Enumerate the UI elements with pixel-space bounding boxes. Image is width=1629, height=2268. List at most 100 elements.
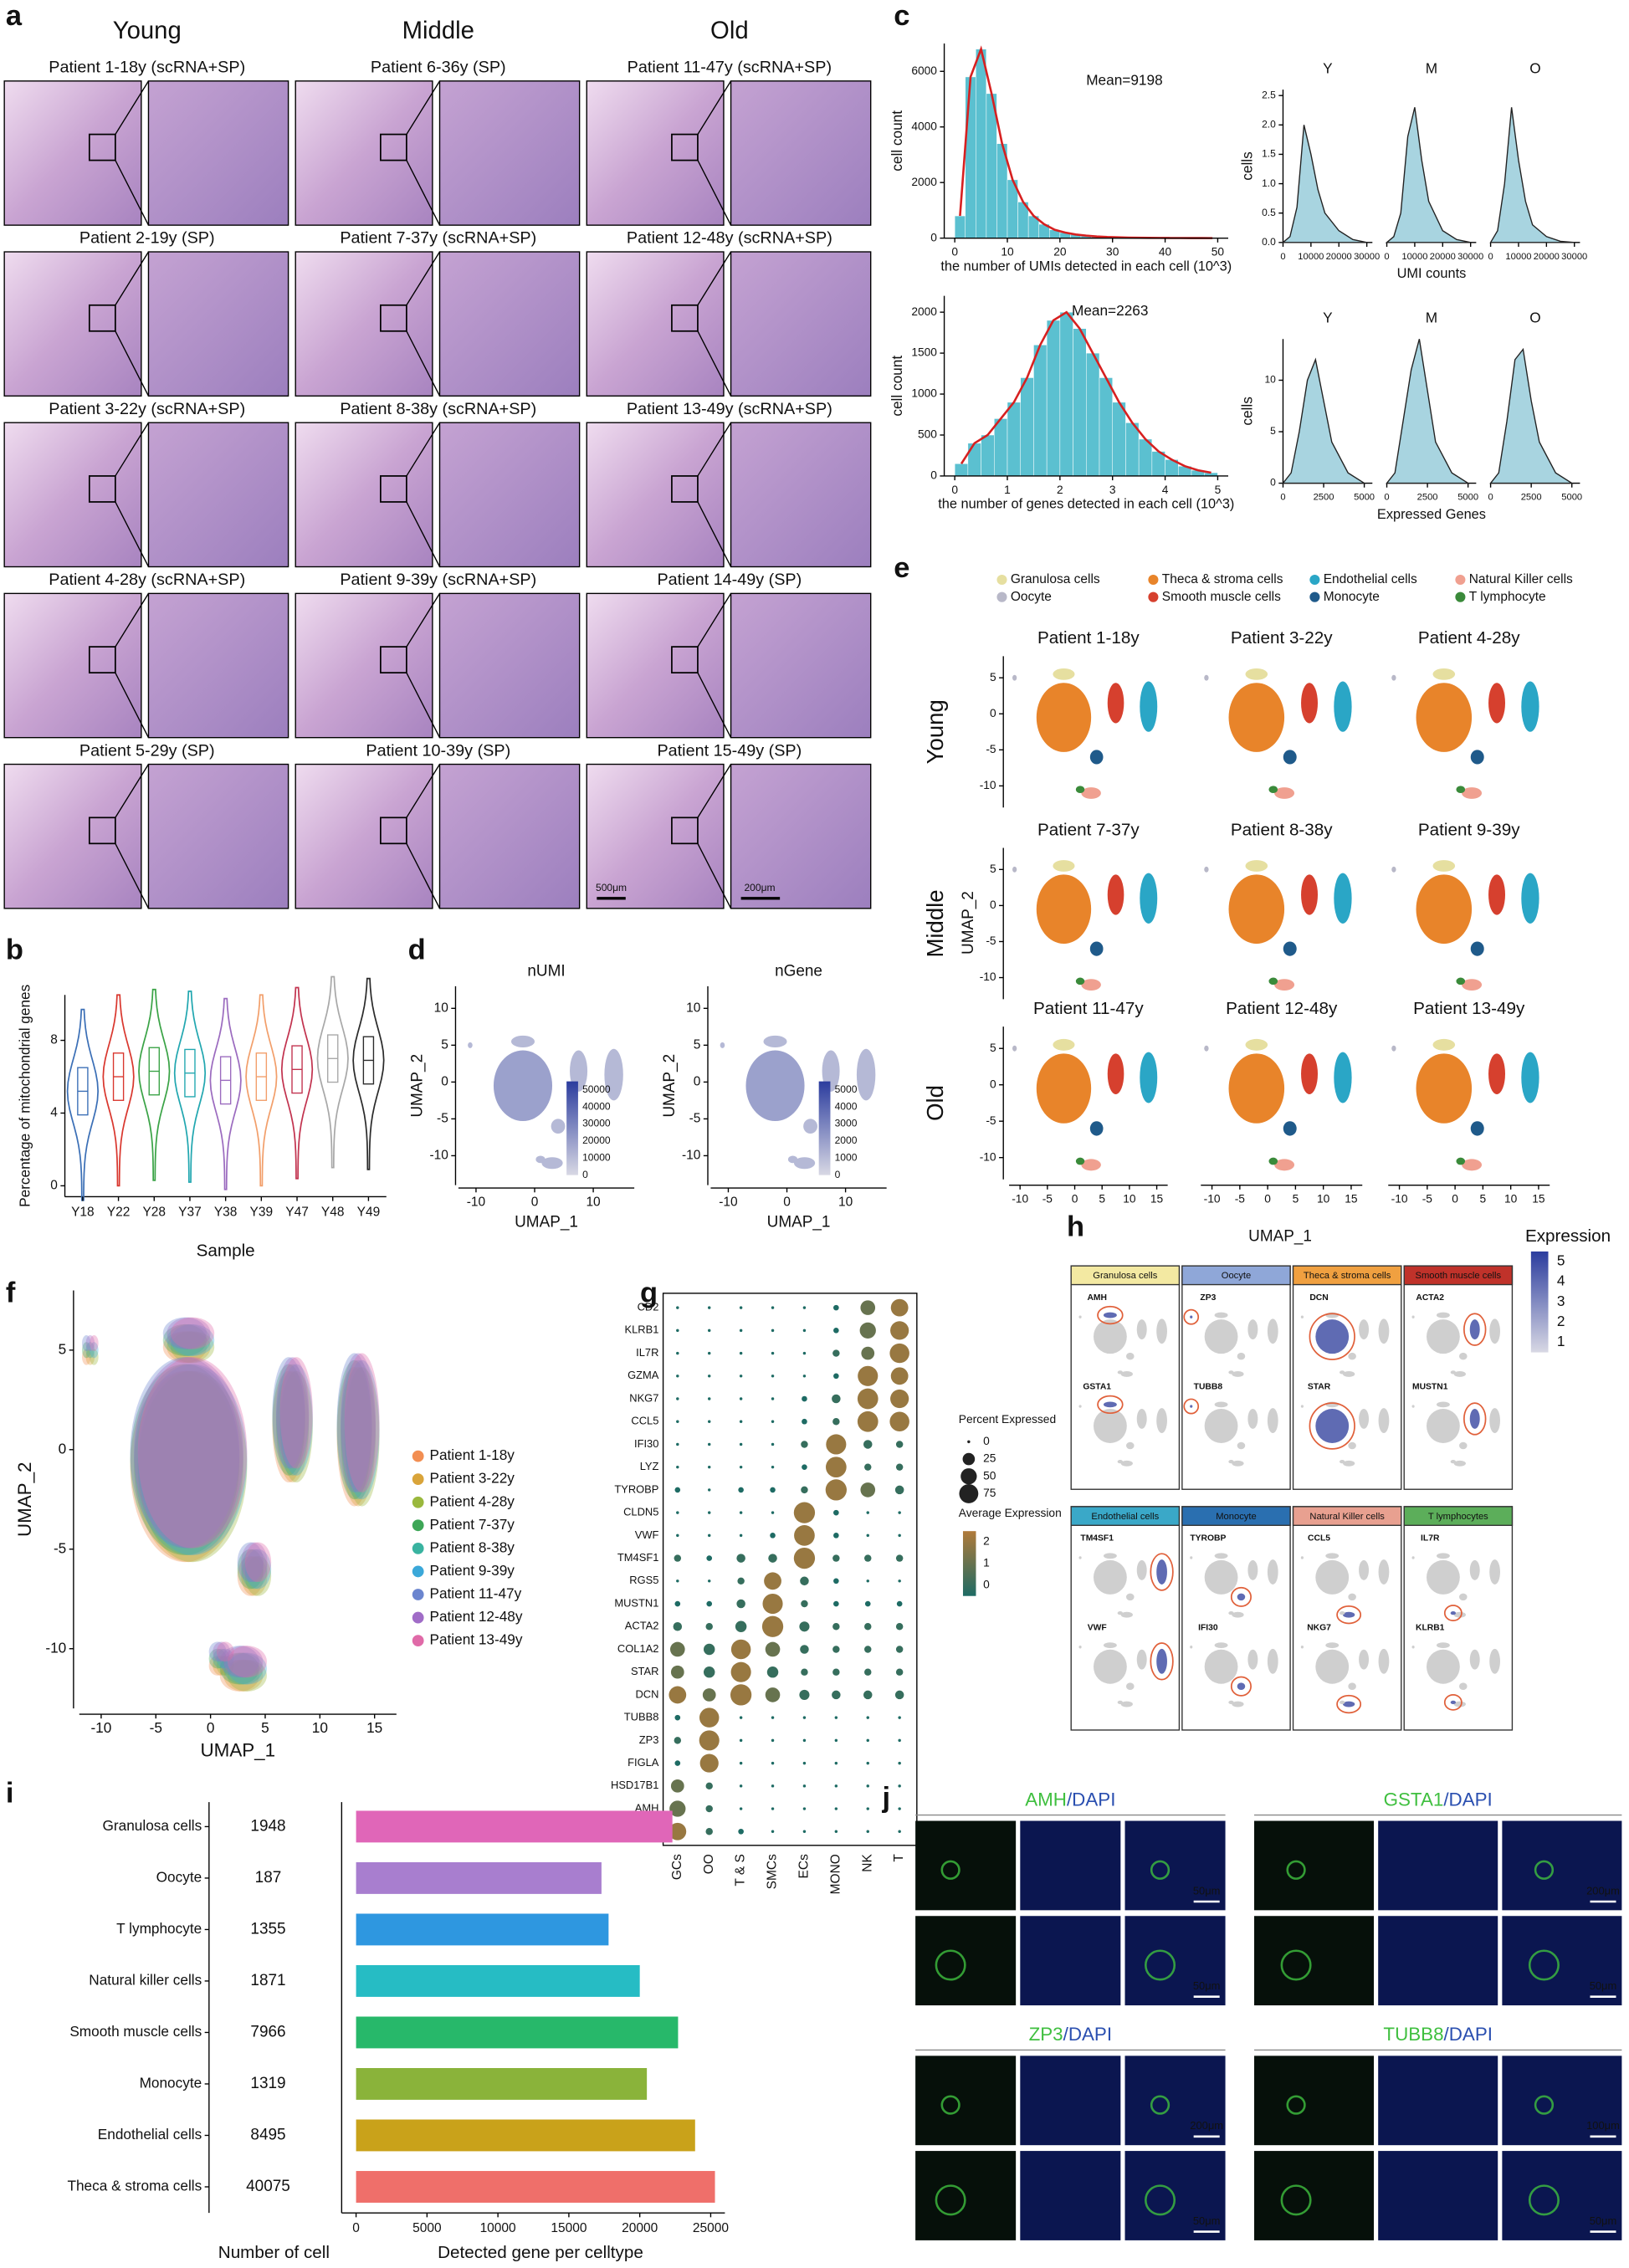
facet-title: Patient 13-49y bbox=[1413, 999, 1525, 1018]
cell-cluster bbox=[1348, 1593, 1356, 1601]
cell-cluster bbox=[1462, 1159, 1483, 1171]
cell-cluster bbox=[1036, 874, 1092, 945]
cell-cluster bbox=[219, 1652, 259, 1685]
facet-label: Y bbox=[1323, 310, 1333, 326]
cell-cluster bbox=[1283, 750, 1297, 765]
dot bbox=[738, 1487, 744, 1493]
scale-label: 100μm bbox=[1586, 2119, 1620, 2132]
micrograph bbox=[1254, 2151, 1375, 2240]
highlight-ring bbox=[1309, 1402, 1355, 1450]
x-tick-label: 10 bbox=[312, 1719, 328, 1736]
zoom-box bbox=[671, 646, 699, 673]
dot bbox=[707, 1375, 711, 1378]
hist-bar bbox=[1112, 402, 1126, 477]
gene-label: TUBB8 bbox=[624, 1711, 659, 1723]
cell-cluster bbox=[166, 1317, 211, 1349]
colorbar-tick-label: 4000 bbox=[835, 1100, 858, 1112]
cell-box bbox=[1292, 1265, 1402, 1490]
counterstain-name: /DAPI bbox=[1443, 1789, 1492, 1810]
cell-cluster bbox=[1459, 1441, 1468, 1450]
cell-cluster bbox=[90, 1342, 99, 1359]
dot bbox=[762, 1593, 783, 1615]
zoom-line bbox=[115, 251, 150, 306]
cell-cluster bbox=[1521, 681, 1539, 732]
x-tick-label: OO bbox=[702, 1854, 716, 1874]
cell-cluster bbox=[1232, 1701, 1244, 1707]
legend-title: Expression bbox=[1525, 1226, 1611, 1246]
cell-cluster bbox=[1359, 1319, 1370, 1340]
highlight-ring bbox=[1150, 1553, 1174, 1591]
cell-cluster bbox=[1190, 1405, 1193, 1408]
zoom-box bbox=[380, 304, 407, 332]
dot bbox=[799, 1621, 810, 1632]
facet-title: Patient 3-22y bbox=[1231, 628, 1333, 648]
cell-cluster bbox=[1283, 1121, 1297, 1136]
violin bbox=[316, 975, 349, 1169]
cell-cluster bbox=[130, 1364, 240, 1555]
dot bbox=[864, 1668, 872, 1676]
x-tick-label: 15000 bbox=[551, 2221, 587, 2235]
dot bbox=[703, 1643, 715, 1656]
dot bbox=[890, 1321, 909, 1340]
x-tick-label: Y49 bbox=[357, 1205, 381, 1219]
marker-name: ZP3 bbox=[1029, 2024, 1063, 2045]
dot bbox=[707, 1579, 711, 1583]
patient-title: Patient 13-49y (scRNA+SP) bbox=[627, 400, 832, 418]
y-tick-label: -5 bbox=[986, 934, 996, 947]
hist-bar bbox=[965, 76, 976, 238]
gene-label: KLRB1 bbox=[625, 1323, 659, 1336]
highlight-ring bbox=[1463, 1402, 1487, 1436]
hist-bar bbox=[1007, 402, 1021, 477]
y-tick-label: 0 bbox=[694, 1074, 701, 1088]
dot bbox=[707, 1329, 711, 1333]
colorbar bbox=[818, 1081, 831, 1175]
cell-cluster bbox=[1228, 1700, 1234, 1705]
legend-swatch bbox=[412, 1565, 424, 1578]
dot bbox=[676, 1375, 679, 1378]
gene-label: CD2 bbox=[638, 1301, 659, 1313]
y-tick-label: 10 bbox=[686, 1001, 701, 1015]
cell-cluster bbox=[1456, 977, 1466, 986]
histology-zoom bbox=[730, 592, 872, 739]
dot bbox=[699, 1753, 719, 1773]
colorbar-tick-label: 1000 bbox=[835, 1151, 858, 1163]
dot bbox=[707, 1511, 711, 1514]
x-tick-label: -5 bbox=[1422, 1193, 1433, 1206]
cell-box bbox=[1292, 1506, 1402, 1731]
micrograph bbox=[1254, 1916, 1375, 2006]
gene-label: MUSTN1 bbox=[1412, 1383, 1448, 1392]
x-tick-label: 30000 bbox=[1457, 252, 1483, 262]
cell-cluster bbox=[85, 1342, 95, 1359]
x-tick-label: Y47 bbox=[285, 1205, 309, 1219]
micrograph bbox=[1124, 2151, 1226, 2240]
x-tick-label: 5 bbox=[1293, 1193, 1299, 1206]
panel-letter: j bbox=[881, 1782, 890, 1814]
dot bbox=[898, 1716, 901, 1719]
x-axis-label: Detected gene per celltype bbox=[438, 2243, 643, 2262]
y-tick-label: 2000 bbox=[911, 305, 937, 318]
cell-cluster bbox=[1267, 1408, 1278, 1434]
facet-label: M bbox=[1426, 60, 1437, 77]
cell-cluster bbox=[1136, 1409, 1147, 1429]
dot bbox=[834, 1716, 838, 1719]
hist-bar bbox=[1125, 422, 1140, 477]
cell-cluster bbox=[1078, 1556, 1082, 1559]
legend-swatch bbox=[996, 591, 1007, 602]
dot bbox=[864, 1646, 872, 1653]
cell-cluster bbox=[793, 1157, 816, 1170]
dot bbox=[832, 1623, 840, 1631]
legend-swatch bbox=[1455, 574, 1466, 586]
zoom-line bbox=[406, 160, 441, 226]
gene-label: IFI30 bbox=[1198, 1623, 1218, 1632]
legend-label: T lymphocyte bbox=[1469, 590, 1546, 604]
cell-title: Endothelial cells bbox=[1091, 1512, 1159, 1522]
cell-cluster bbox=[1359, 1649, 1370, 1670]
x-tick-label: -10 bbox=[1012, 1193, 1028, 1206]
dot bbox=[707, 1351, 711, 1355]
y-tick-label: -10 bbox=[980, 779, 996, 791]
cell-cluster bbox=[1247, 1319, 1258, 1340]
cell-cluster bbox=[279, 1370, 313, 1483]
colorbar-tick-label: 5000 bbox=[835, 1083, 858, 1095]
cell-cluster bbox=[604, 1048, 623, 1101]
patient-title: Patient 2-19y (SP) bbox=[79, 229, 215, 248]
